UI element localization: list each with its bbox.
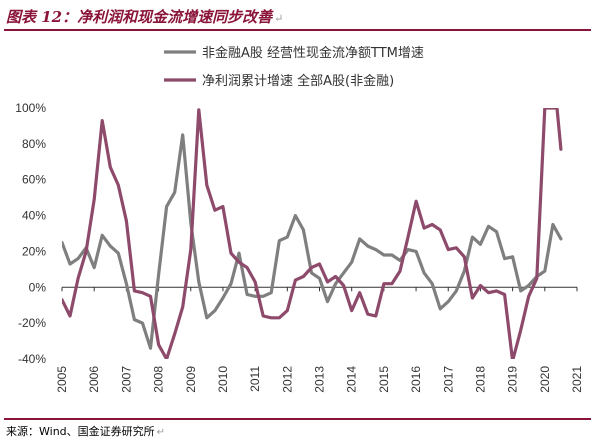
y-tick-label: 40% [22,209,46,223]
x-tick-label: 2011 [248,366,262,392]
net-profit-growth-line [62,108,563,359]
source-label: 来源：Wind、国金证券研究所 [6,425,155,438]
x-tick-label: 2021 [570,366,584,393]
cashflow-growth-line [62,133,563,350]
legend-label: 非金融A股 经营性现金流净额TTM增速 [202,45,424,61]
y-tick-label: 80% [22,137,46,151]
y-tick-label: -40% [18,352,46,366]
x-tick-label: 2010 [216,366,230,393]
x-tick-label: 2009 [184,366,198,393]
x-tick-label: 2008 [152,366,166,393]
x-tick-label: 2005 [55,366,69,393]
figure-title-bar: 图表 12：净利润和现金流增速同步改善 ↵ [4,4,591,31]
x-tick-label: 2006 [87,366,101,393]
x-tick-label: 2014 [345,366,359,393]
x-tick-label: 2018 [473,366,487,393]
x-tick-label: 2020 [538,366,552,393]
y-tick-label: -20% [18,316,46,330]
return-mark-icon: ↵ [274,12,284,25]
title-divider [4,29,591,31]
figure-title: 图表 12：净利润和现金流增速同步改善 ↵ [6,6,283,27]
x-tick-label: 2012 [280,366,294,393]
x-tick-label: 2015 [377,366,391,393]
figure-title-label: 图表 12：净利润和现金流增速同步改善 [6,8,273,26]
x-tick-label: 2016 [409,366,423,393]
x-tick-label: 2013 [313,366,327,393]
y-tick-label: 0% [29,280,47,294]
x-tick-label: 2019 [506,366,520,393]
y-tick-label: 100% [15,101,46,115]
y-tick-label: 20% [22,244,46,258]
x-tick-label: 2007 [119,366,133,393]
return-mark-icon: ↵ [156,427,166,438]
x-tick-label: 2017 [441,366,455,393]
legend-label: 净利润累计增速 全部A股(非金融) [202,73,394,89]
source-note: 来源：Wind、国金证券研究所 ↵ [6,423,165,439]
y-tick-label: 60% [22,173,46,187]
source-divider [4,418,591,420]
